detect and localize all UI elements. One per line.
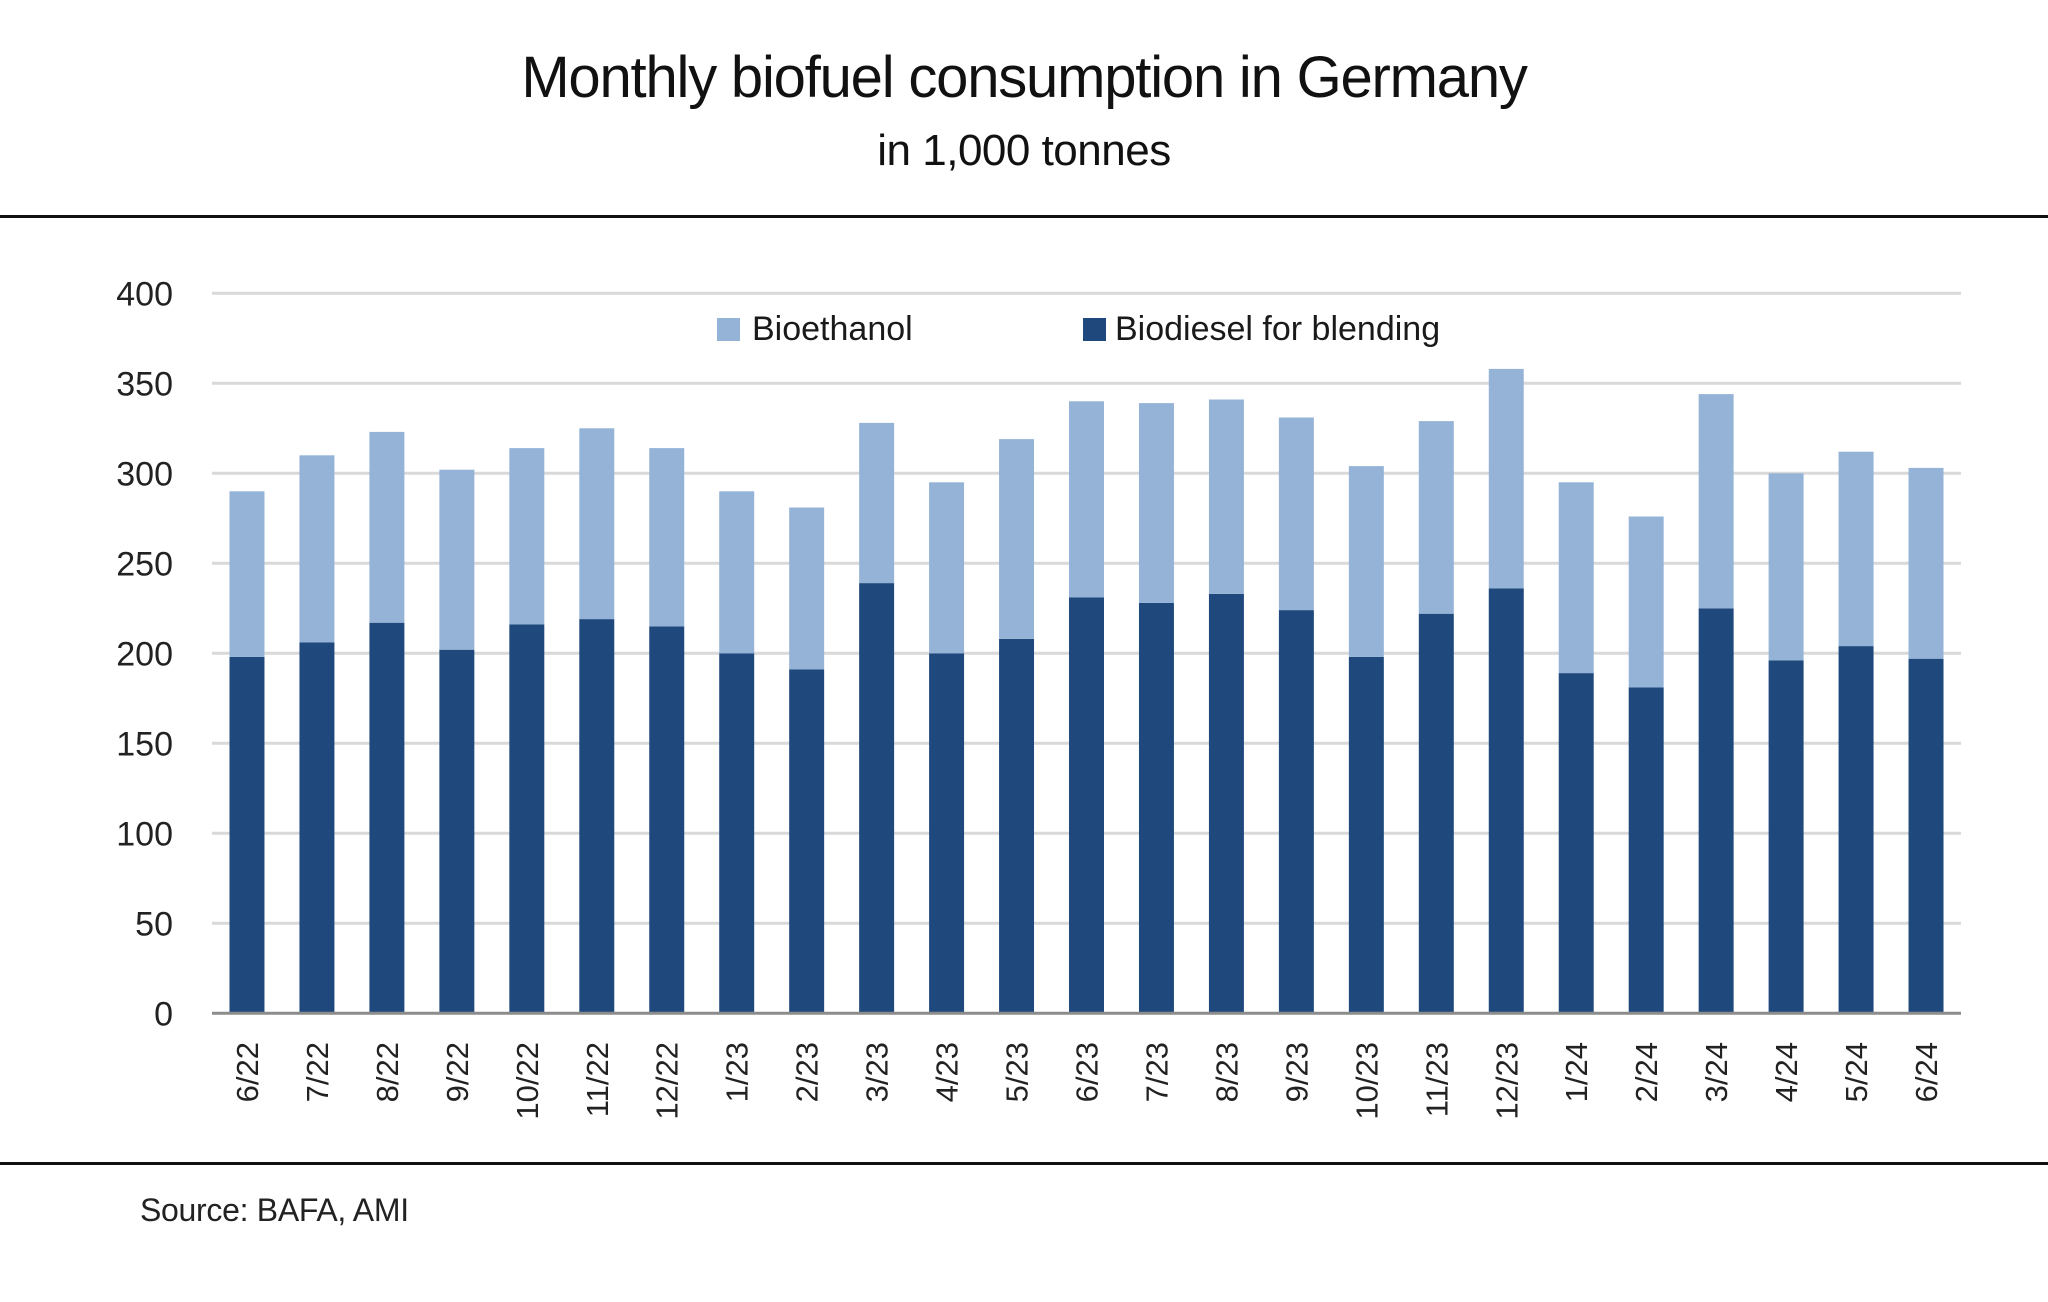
bar-biodiesel xyxy=(579,619,615,1014)
x-tick-label: 5/24 xyxy=(1839,1042,1874,1102)
bar-bioethanol xyxy=(1628,516,1664,688)
y-tick-label: 0 xyxy=(154,995,173,1033)
bar-bioethanol xyxy=(859,422,895,584)
x-tick-label: 12/23 xyxy=(1489,1042,1524,1120)
bar-bioethanol xyxy=(229,491,265,657)
x-tick-label: 1/23 xyxy=(720,1042,755,1102)
bar-bioethanol xyxy=(1768,473,1804,661)
bar-bioethanol xyxy=(649,448,685,627)
bar-biodiesel xyxy=(1488,588,1524,1014)
y-tick-label: 150 xyxy=(116,725,173,763)
y-tick-label: 200 xyxy=(116,635,173,673)
bar-biodiesel xyxy=(649,626,685,1014)
chart-subtitle: in 1,000 tonnes xyxy=(877,126,1171,175)
x-tick-label: 8/22 xyxy=(370,1042,405,1102)
x-tick-label: 7/22 xyxy=(300,1042,335,1102)
bar-biodiesel xyxy=(509,624,545,1014)
bar-bioethanol xyxy=(1418,421,1454,614)
x-tick-label: 10/23 xyxy=(1349,1042,1384,1120)
x-tick-label: 12/22 xyxy=(650,1042,685,1120)
legend-label-biodiesel: Biodiesel for blending xyxy=(1115,310,1440,348)
bar-biodiesel xyxy=(1208,593,1244,1014)
bar-biodiesel xyxy=(1278,610,1314,1014)
bar-bioethanol xyxy=(509,448,545,625)
bottom-divider xyxy=(0,1162,2048,1165)
x-tick-label: 6/23 xyxy=(1070,1042,1105,1102)
bar-biodiesel xyxy=(999,638,1035,1014)
bar-bioethanol xyxy=(1278,417,1314,611)
bars xyxy=(229,368,1944,1014)
bar-bioethanol xyxy=(299,455,335,643)
x-tick-label: 10/22 xyxy=(510,1042,545,1120)
y-tick-label: 400 xyxy=(116,275,173,313)
bar-bioethanol xyxy=(369,431,405,623)
legend-swatch-bioethanol xyxy=(717,318,740,341)
x-tick-label: 9/23 xyxy=(1279,1042,1314,1102)
bar-bioethanol xyxy=(1558,482,1594,674)
y-axis-ticks: 0 50 100 150 200 250 300 350 400 xyxy=(116,275,173,1033)
bar-biodiesel xyxy=(439,649,475,1014)
bar-biodiesel xyxy=(1698,608,1734,1014)
x-tick-label: 11/23 xyxy=(1419,1042,1454,1117)
x-tick-label: 2/24 xyxy=(1629,1042,1664,1102)
bar-biodiesel xyxy=(299,642,335,1014)
bar-biodiesel xyxy=(1838,646,1874,1014)
top-divider xyxy=(0,215,2048,218)
x-tick-label: 9/22 xyxy=(440,1042,475,1102)
bar-biodiesel xyxy=(789,669,825,1014)
bar-bioethanol xyxy=(1838,451,1874,647)
bar-biodiesel xyxy=(1628,687,1664,1014)
chart-title: Monthly biofuel consumption in Germany xyxy=(521,45,1528,110)
bar-bioethanol xyxy=(789,507,825,670)
bar-biodiesel xyxy=(1768,660,1804,1014)
bar-biodiesel xyxy=(1558,673,1594,1014)
bar-bioethanol xyxy=(1698,394,1734,609)
y-tick-label: 300 xyxy=(116,455,173,493)
bar-bioethanol xyxy=(579,428,615,620)
bar-biodiesel xyxy=(229,656,265,1014)
source-note: Source: BAFA, AMI xyxy=(140,1192,409,1228)
bar-bioethanol xyxy=(1488,368,1524,589)
bar-biodiesel xyxy=(1908,658,1944,1014)
x-tick-label: 8/23 xyxy=(1209,1042,1244,1102)
bar-bioethanol xyxy=(999,439,1035,639)
x-tick-label: 3/23 xyxy=(860,1042,895,1102)
bar-biodiesel xyxy=(859,583,895,1014)
bar-biodiesel xyxy=(929,653,965,1014)
x-tick-label: 4/23 xyxy=(930,1042,965,1102)
y-tick-label: 250 xyxy=(116,545,173,583)
x-tick-label: 1/24 xyxy=(1559,1042,1594,1102)
bar-biodiesel xyxy=(1069,597,1104,1014)
bar-biodiesel xyxy=(719,653,755,1014)
bar-bioethanol xyxy=(1208,399,1244,594)
x-tick-label: 6/24 xyxy=(1909,1042,1944,1102)
bar-bioethanol xyxy=(929,482,965,654)
y-tick-label: 50 xyxy=(135,905,173,943)
bar-bioethanol xyxy=(1348,466,1384,657)
x-tick-label: 7/23 xyxy=(1139,1042,1174,1102)
y-tick-label: 350 xyxy=(116,365,173,403)
bar-bioethanol xyxy=(1069,401,1104,598)
x-tick-label: 5/23 xyxy=(1000,1042,1035,1102)
x-tick-label: 3/24 xyxy=(1699,1042,1734,1102)
bar-biodiesel xyxy=(1348,656,1384,1014)
legend-swatch-biodiesel xyxy=(1083,318,1106,341)
x-axis-ticks: 6/22 7/22 8/22 9/22 10/22 11/22 12/22 1/23 2/23 3… xyxy=(230,1042,1944,1120)
y-tick-label: 100 xyxy=(116,815,173,853)
legend: Bioethanol Biodiesel for blending xyxy=(717,310,1440,348)
x-tick-label: 2/23 xyxy=(790,1042,825,1102)
bar-biodiesel xyxy=(1418,613,1454,1014)
bar-biodiesel xyxy=(369,622,405,1014)
bar-bioethanol xyxy=(1138,403,1174,603)
x-tick-label: 4/24 xyxy=(1769,1042,1804,1102)
x-tick-label: 11/22 xyxy=(580,1042,615,1117)
bar-bioethanol xyxy=(719,491,755,654)
x-tick-label: 6/22 xyxy=(230,1042,265,1102)
bar-bioethanol xyxy=(439,469,475,650)
legend-label-bioethanol: Bioethanol xyxy=(752,310,913,348)
bar-bioethanol xyxy=(1908,467,1944,659)
bar-biodiesel xyxy=(1138,602,1174,1014)
